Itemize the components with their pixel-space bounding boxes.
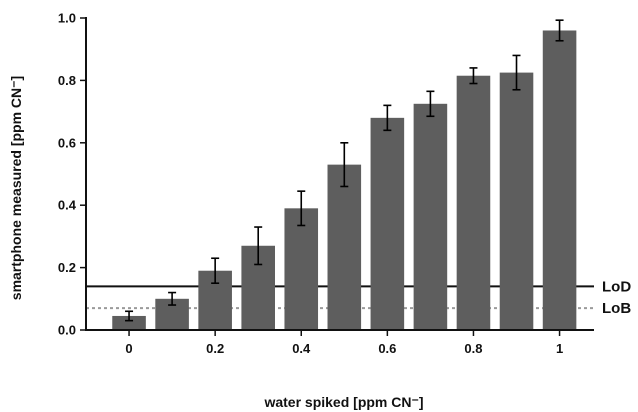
x-ticks: 0 0.2 0.4 0.6 0.8 1	[125, 330, 563, 356]
y-tick-label: 0.8	[58, 73, 76, 88]
x-tick-label: 1	[556, 341, 563, 356]
bar	[456, 75, 491, 330]
y-tick-label: 1.0	[58, 11, 76, 26]
y-tick-label: 0.4	[58, 198, 77, 213]
y-tick-label: 0.0	[58, 323, 76, 338]
x-tick-label: 0.6	[378, 341, 396, 356]
bar	[112, 315, 146, 330]
reference-label-lod: LoD	[602, 278, 631, 295]
reference-label-lob: LoB	[602, 300, 631, 317]
y-axis-title: smartphone measured [ppm CN⁻]	[8, 76, 24, 300]
bar	[413, 103, 448, 330]
error-bars	[125, 19, 564, 322]
bar	[499, 72, 534, 330]
bar	[370, 117, 405, 330]
axes	[85, 17, 594, 331]
y-tick-label: 0.2	[58, 260, 76, 275]
x-axis-title: water spiked [ppm CN⁻]	[263, 394, 423, 410]
y-tick-label: 0.6	[58, 135, 76, 150]
x-tick-label: 0	[125, 341, 132, 356]
x-tick-label: 0.2	[206, 341, 224, 356]
x-tick-label: 0.4	[292, 341, 311, 356]
bar	[284, 208, 319, 330]
bar	[327, 164, 362, 330]
x-tick-label: 0.8	[464, 341, 482, 356]
bar	[542, 30, 577, 330]
y-ticks: 0.0 0.2 0.4 0.6 0.8 1.0	[58, 11, 86, 338]
